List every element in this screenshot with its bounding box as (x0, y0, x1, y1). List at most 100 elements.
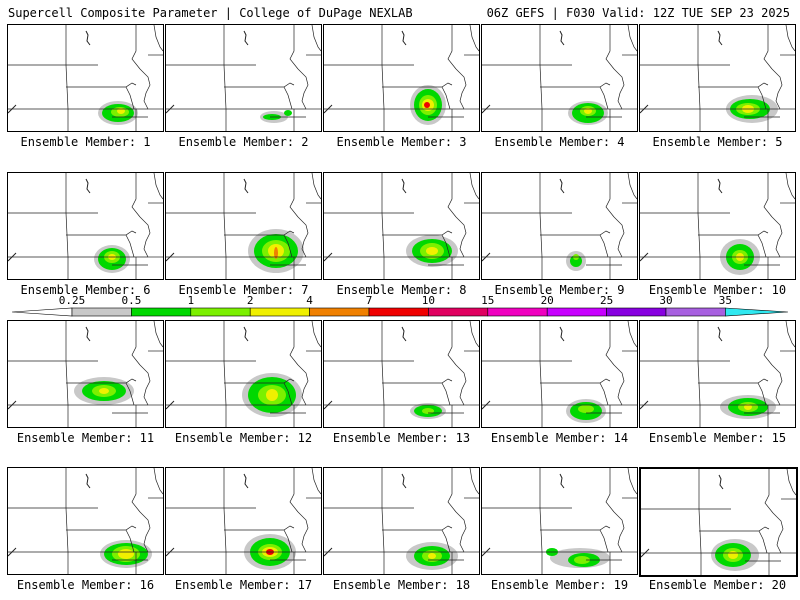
state-border-line (382, 230, 453, 236)
state-border-line (640, 25, 699, 66)
state-border-line (605, 468, 615, 513)
state-border-line (447, 173, 457, 218)
state-border-line (224, 230, 295, 236)
colorbar-tick-label: 35 (718, 294, 733, 307)
state-border-line (289, 321, 299, 366)
ensemble-member-map-10 (639, 172, 796, 280)
lake-outline (243, 473, 249, 489)
state-border-line (166, 507, 227, 553)
state-border-line (8, 173, 67, 214)
colorbar-segment (368, 307, 429, 317)
state-border-line (139, 364, 151, 406)
state-border-line (641, 508, 702, 554)
colorbar-tick-label: 7 (365, 294, 373, 307)
state-border-line (125, 529, 135, 553)
ensemble-member-map-12 (165, 320, 322, 428)
ensemble-member-label: Ensemble Member: 12 (174, 431, 313, 445)
colorbar-segment (606, 307, 667, 317)
state-border-line (8, 25, 67, 66)
state-border-line (297, 511, 309, 553)
scp-contour (570, 255, 582, 267)
colorbar-tick-label: 4 (306, 294, 313, 307)
colorbar-segment (546, 307, 607, 317)
state-border-line (540, 230, 611, 236)
state-border-line (771, 216, 783, 258)
ensemble-member-map-16 (7, 467, 164, 575)
state-border-line (66, 230, 137, 236)
lake-outline (641, 548, 650, 558)
lake-outline (243, 30, 249, 46)
state-border-line (469, 321, 479, 348)
state-border-line (613, 68, 625, 110)
colorbar-segment (665, 307, 726, 317)
ensemble-member-map-13 (323, 320, 480, 428)
state-border-line (640, 321, 699, 362)
ensemble-member-map-11 (7, 320, 164, 428)
state-border-line (131, 173, 141, 218)
state-border-line (131, 468, 141, 513)
ensemble-member-map-15 (639, 320, 796, 428)
lake-outline (559, 178, 565, 194)
ensemble-member-label: Ensemble Member: 4 (494, 135, 625, 149)
state-border-line (757, 234, 767, 258)
state-border-map (324, 321, 479, 427)
colorbar-tick-label: 25 (599, 294, 614, 307)
state-border-line (297, 68, 309, 110)
colorbar-segment (131, 307, 192, 317)
state-border-line (153, 25, 163, 52)
colorbar-tick-label: 0.5 (121, 294, 142, 307)
colorbar-tick-label: 30 (659, 294, 673, 307)
state-border-line (757, 382, 767, 406)
lake-outline (482, 252, 491, 262)
state-border-line (66, 525, 137, 531)
state-border-line (382, 525, 453, 531)
scp-contour (99, 388, 109, 394)
state-border-line (482, 507, 543, 553)
state-border-line (224, 378, 295, 384)
lake-outline (718, 474, 724, 490)
lake-outline (85, 473, 91, 489)
state-border-line (758, 530, 768, 554)
ensemble-member-label: Ensemble Member: 8 (336, 283, 467, 297)
lake-outline (401, 30, 407, 46)
state-border-line (540, 525, 611, 531)
state-border-line (324, 360, 385, 406)
lake-outline (8, 547, 17, 557)
state-border-line (224, 82, 295, 88)
scp-contour (118, 549, 134, 559)
colorbar-graphic (12, 307, 788, 317)
ensemble-member-map-18 (323, 467, 480, 575)
state-border-line (131, 321, 141, 366)
state-border-map (324, 173, 479, 279)
ensemble-member-label: Ensemble Member: 1 (20, 135, 151, 149)
state-border-line (698, 378, 769, 384)
lake-outline (324, 104, 333, 114)
lake-outline (324, 400, 333, 410)
state-border-line (289, 468, 299, 513)
state-border-map (8, 25, 163, 131)
state-border-line (166, 64, 227, 110)
state-border-line (482, 64, 543, 110)
scp-contour (578, 405, 594, 413)
state-border-line (455, 511, 467, 553)
colorbar-segment (249, 307, 310, 317)
state-border-line (469, 25, 479, 52)
model-run-info: 06Z GEFS | F030 Valid: 12Z TUE SEP 23 20… (486, 6, 790, 20)
state-border-map (8, 468, 163, 574)
scp-contour (274, 247, 278, 259)
state-border-line (482, 173, 541, 214)
state-border-line (166, 321, 225, 362)
state-border-line (139, 511, 151, 553)
ensemble-member-map-14 (481, 320, 638, 428)
state-border-line (289, 173, 299, 218)
ensemble-member-label: Ensemble Member: 14 (490, 431, 629, 445)
state-border-line (324, 321, 383, 362)
lake-outline (640, 252, 649, 262)
lake-outline (559, 473, 565, 489)
map-title: Supercell Composite Parameter | College … (8, 6, 413, 20)
state-border-line (455, 216, 467, 258)
state-border-line (640, 360, 701, 406)
ensemble-member-label: Ensemble Member: 20 (648, 578, 787, 592)
state-border-line (482, 25, 541, 66)
state-border-map (166, 468, 321, 574)
